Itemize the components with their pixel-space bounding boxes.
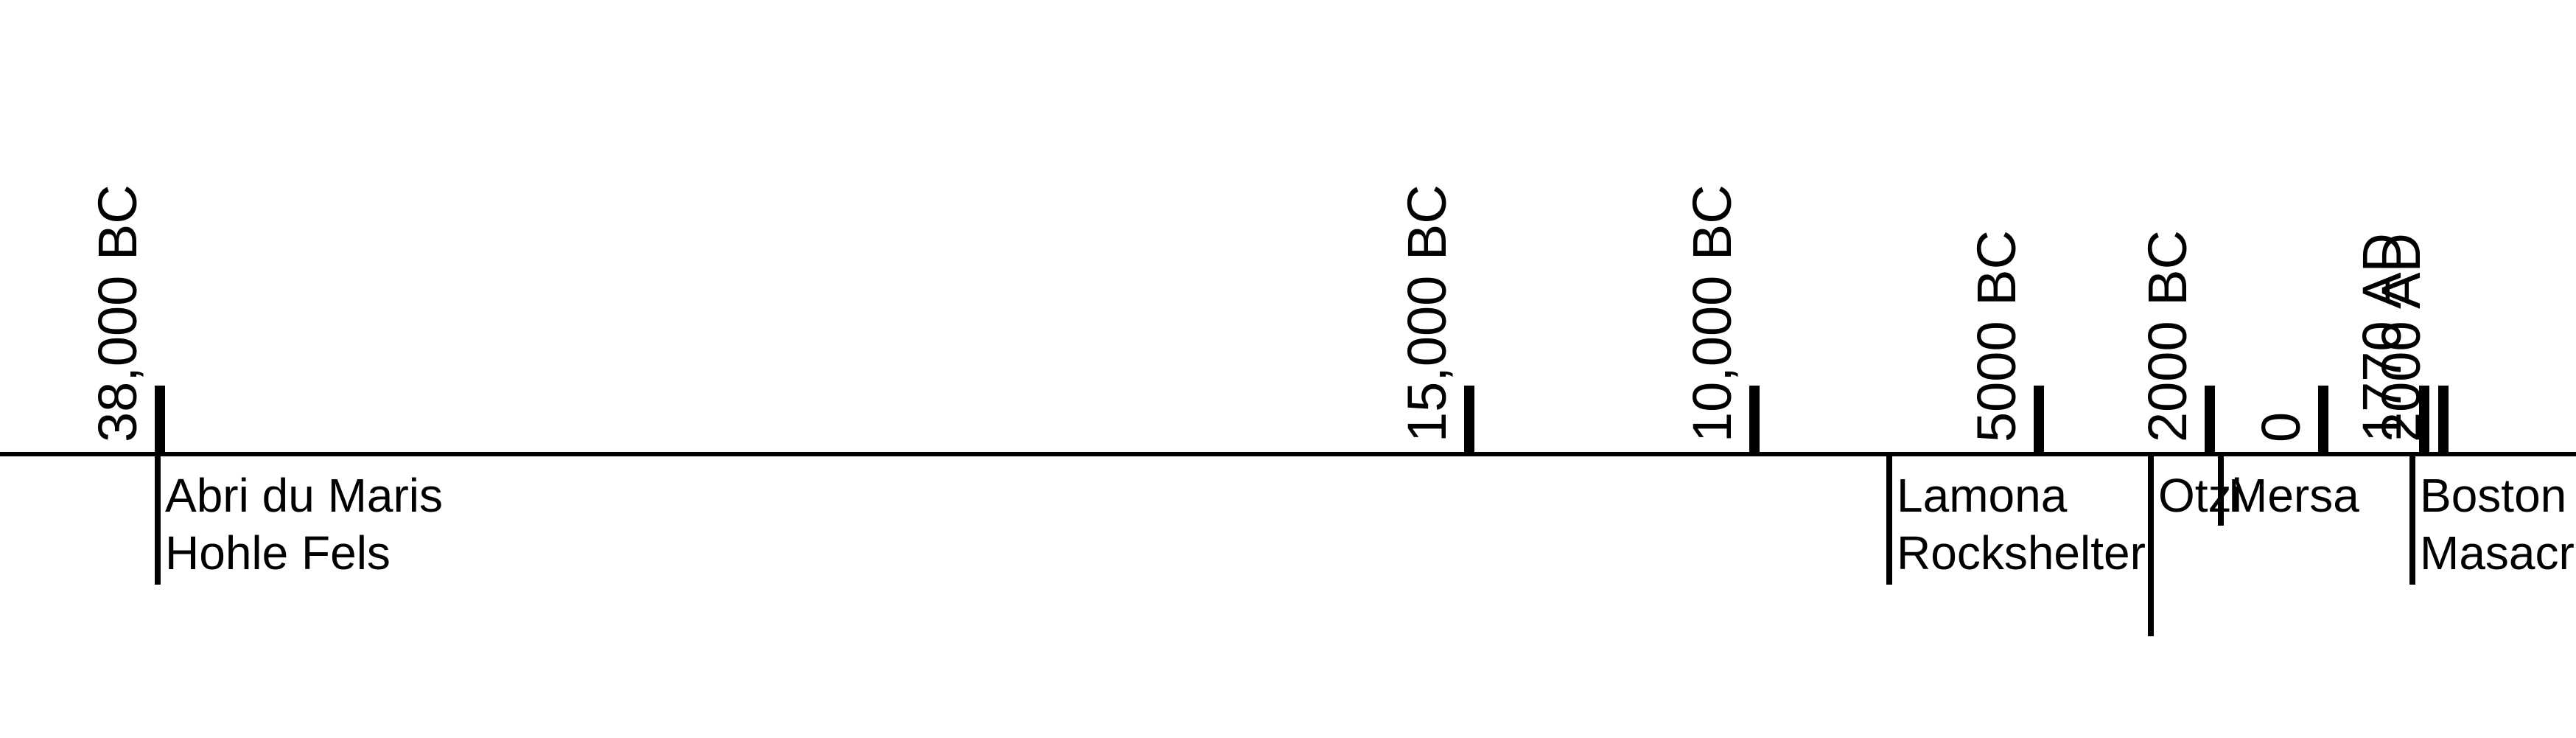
- timeline-diagram: 38,000 BC 15,000 BC 10,000 BC 5000 BC 20…: [0, 0, 2576, 738]
- event-line-lamona: [1886, 452, 1892, 585]
- date-label-2000bc: 2000 BC: [2136, 230, 2199, 442]
- date-label-15000bc: 15,000 BC: [1396, 184, 1458, 442]
- event-line-boston: [2409, 452, 2415, 585]
- event-line-abri-hohle: [155, 452, 161, 585]
- event-line-mersa: [2218, 452, 2224, 526]
- date-label-38000bc: 38,000 BC: [86, 184, 149, 442]
- event-label-masacre: Masacre: [2420, 526, 2576, 580]
- date-label-10000bc: 10,000 BC: [1681, 184, 1743, 442]
- date-label-0: 0: [2250, 412, 2312, 442]
- event-label-hohle-fels: Hohle Fels: [165, 526, 391, 580]
- event-label-mersa: Mersa: [2228, 468, 2359, 523]
- timeline-axis: [0, 452, 2576, 456]
- tick-5000bc: [2034, 386, 2044, 452]
- event-label-rockshelter: Rockshelter: [1897, 526, 2146, 580]
- tick-38000bc: [155, 386, 165, 452]
- tick-15000bc: [1464, 386, 1474, 452]
- tick-10000bc: [1749, 386, 1760, 452]
- event-label-abri-du-maris: Abri du Maris: [165, 468, 443, 523]
- tick-2000ad: [2438, 386, 2449, 452]
- tick-2000bc: [2205, 386, 2215, 452]
- date-label-2000ad: 2000 AD: [2370, 233, 2432, 442]
- date-label-5000bc: 5000 BC: [1965, 230, 2028, 442]
- event-line-otzi: [2148, 452, 2154, 636]
- tick-0: [2318, 386, 2328, 452]
- event-label-lamona: Lamona: [1897, 468, 2067, 523]
- event-label-boston: Boston: [2420, 468, 2566, 523]
